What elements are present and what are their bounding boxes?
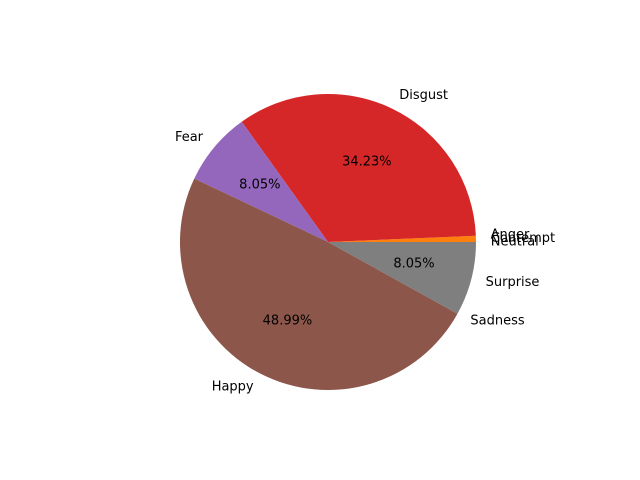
label-happy: Happy	[212, 379, 254, 394]
slice-surprise	[328, 242, 476, 314]
slice-happy	[180, 178, 458, 391]
label-anger: Anger	[491, 228, 530, 243]
label-disgust: Disgust	[399, 88, 448, 103]
slice-contempt	[328, 235, 476, 242]
slice-disgust	[241, 94, 476, 243]
label-contempt: Contempt	[491, 231, 555, 246]
pct-label-surprise: 8.05%	[393, 257, 434, 272]
pct-label-fear: 8.05%	[239, 178, 280, 193]
label-neutral: Neutral	[491, 235, 539, 250]
label-surprise: Surprise	[486, 275, 540, 290]
label-fear: Fear	[175, 130, 204, 145]
slice-fear	[194, 121, 328, 242]
pct-label-happy: 48.99%	[263, 314, 313, 329]
pct-label-disgust: 34.23%	[342, 155, 392, 170]
label-sadness: Sadness	[470, 313, 524, 328]
